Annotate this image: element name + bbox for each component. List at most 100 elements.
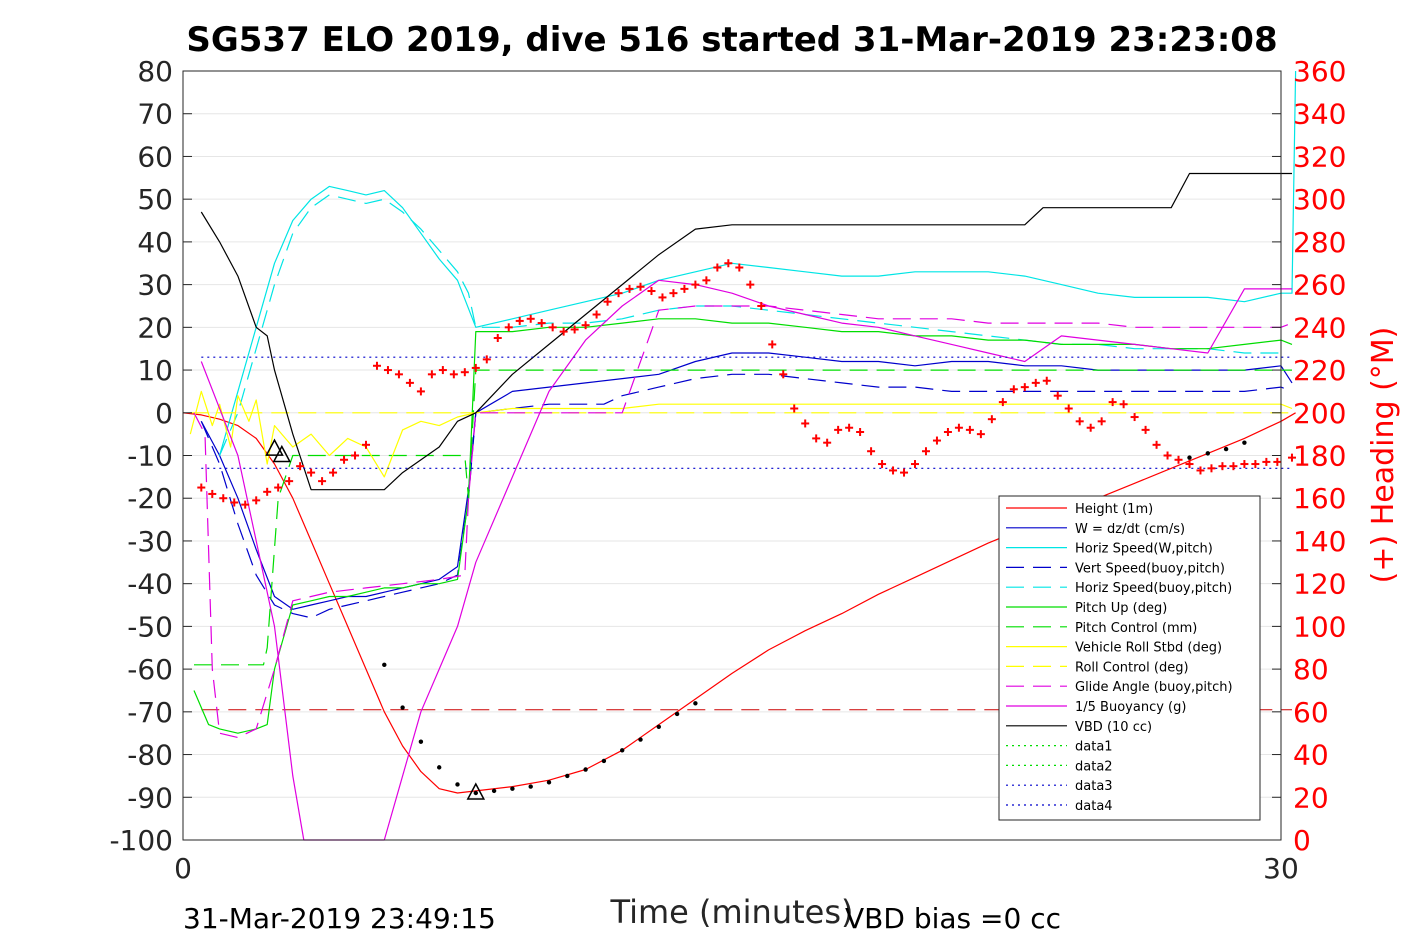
legend: Height (1m) W = dz/dt (cm/s) Horiz Speed(W… (998, 495, 1261, 821)
y2-tick-label: 320 (1293, 140, 1346, 173)
heading-point (1196, 466, 1205, 475)
legend-label: Glide Angle (buoy,pitch) (1075, 680, 1233, 695)
heading-point (603, 297, 612, 306)
heading-point (1185, 460, 1194, 469)
heading-point (1064, 404, 1073, 413)
heading-point (208, 489, 217, 498)
heading-point (1262, 457, 1271, 466)
heading-point (340, 455, 349, 464)
heading-point (1042, 376, 1051, 385)
y-tick-label: 10 (137, 354, 173, 387)
footer-timestamp: 31-Mar-2019 23:49:15 (183, 902, 496, 935)
heading-point (625, 284, 634, 293)
y2-tick-label: 260 (1293, 269, 1346, 302)
triangle-marker (466, 782, 486, 800)
heading-point (998, 398, 1007, 407)
sample-dot (1187, 455, 1192, 460)
y2-tick-label: 100 (1293, 610, 1346, 643)
heading-point (460, 368, 469, 377)
heading-point (449, 370, 458, 379)
sample-dot (1223, 446, 1229, 452)
heading-point (362, 440, 370, 449)
heading-point (965, 425, 974, 434)
footer-vbd-bias: VBD bias =0 cc (845, 902, 1061, 935)
heading-point (1108, 398, 1117, 407)
y2-tick-label: 200 (1293, 397, 1346, 430)
heading-point (1141, 425, 1150, 434)
legend-label: data4 (1075, 799, 1113, 814)
series-line-3 (200, 373, 1293, 619)
heading-point (351, 451, 360, 460)
series-line-11 (200, 172, 1292, 491)
heading-point (438, 366, 447, 375)
legend-label: Height (1m) (1075, 502, 1153, 517)
y-tick-label: 20 (137, 311, 173, 344)
heading-point (1009, 385, 1018, 394)
heading-point (790, 404, 799, 413)
heading-point (570, 325, 579, 334)
legend-label: Horiz Speed(W,pitch) (1075, 542, 1213, 557)
triangle-marker (272, 444, 292, 463)
y-tick-label: -90 (127, 781, 173, 814)
y2-tick-label: 20 (1293, 781, 1329, 814)
x-tick-label: 30 (1263, 852, 1299, 885)
sample-dot (674, 711, 680, 717)
legend-label: Roll Control (deg) (1075, 660, 1189, 675)
heading-point (801, 419, 810, 428)
heading-point (219, 494, 228, 503)
heading-point (471, 363, 480, 372)
heading-point (768, 340, 777, 349)
heading-point (856, 428, 865, 437)
y2-tick-label: 360 (1293, 55, 1346, 88)
heading-point (976, 430, 985, 439)
heading-point (493, 334, 502, 343)
y-tick-label: -10 (127, 440, 173, 473)
heading-point (658, 293, 667, 302)
heading-point (515, 316, 524, 325)
y-tick-label: 30 (137, 269, 173, 302)
legend-label: data2 (1075, 759, 1113, 774)
series-line-5 (193, 318, 1293, 734)
sample-dot (656, 724, 661, 729)
heading-point (1097, 417, 1106, 426)
legend-label: Pitch Up (deg) (1075, 601, 1167, 616)
y-tick-label: 0 (155, 397, 173, 430)
chart-title: SG537 ELO 2019, dive 516 started 31-Mar-… (186, 20, 1277, 60)
heading-point (1287, 453, 1296, 462)
sample-dot (528, 784, 533, 789)
heading-point (680, 284, 689, 293)
heading-point (702, 276, 711, 285)
heading-point (263, 487, 272, 496)
y-tick-label: -20 (127, 482, 173, 515)
legend-label: Vehicle Roll Stbd (deg) (1075, 641, 1222, 656)
heading-point (911, 460, 919, 469)
sample-dot (382, 662, 387, 668)
heading-point (1119, 400, 1128, 409)
heading-point (1229, 462, 1238, 471)
heading-point (823, 438, 832, 447)
heading-point (845, 423, 854, 432)
heading-series (197, 259, 1296, 509)
heading-point (636, 282, 645, 291)
heading-point (548, 323, 557, 332)
heading-point (943, 428, 952, 437)
legend-label: Horiz Speed(buoy,pitch) (1075, 581, 1232, 596)
right-y-axis-label: (+) Heading (°M) (1366, 327, 1401, 584)
heading-point (197, 483, 206, 492)
y-tick-label: -50 (127, 610, 173, 643)
right-y-axis: 3603403203002802602402202001801601401201… (1272, 55, 1346, 857)
heading-point (416, 387, 425, 396)
x-axis-label: Time (minutes) (610, 893, 854, 931)
heading-point (987, 415, 996, 424)
heading-point (1240, 460, 1249, 469)
heading-point (394, 370, 403, 379)
heading-point (713, 263, 722, 272)
y2-tick-label: 80 (1293, 653, 1329, 686)
sample-dot (418, 739, 424, 744)
heading-point (372, 361, 381, 370)
y-tick-label: -80 (127, 739, 173, 772)
y-tick-label: 60 (137, 140, 173, 173)
y-tick-label: -30 (127, 525, 173, 558)
heading-point (274, 483, 283, 492)
